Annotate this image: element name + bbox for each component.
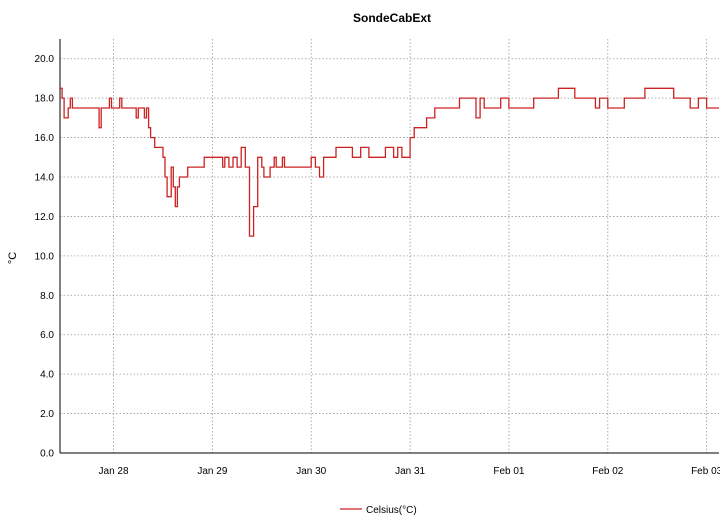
- legend: Celsius(°C): [340, 505, 417, 515]
- x-tick-label: Jan 29: [197, 466, 227, 477]
- x-tick-label: Feb 03: [691, 466, 720, 477]
- x-tick-label: Jan 30: [296, 466, 326, 477]
- series-line: [60, 87, 719, 237]
- y-tick-label: 0.0: [40, 449, 54, 460]
- y-tick-label: 18.0: [35, 94, 55, 105]
- y-tick-label: 6.0: [40, 330, 54, 341]
- x-tick-label: Jan 31: [395, 466, 425, 477]
- y-tick-label: 10.0: [35, 251, 55, 262]
- chart-title: SondeCabExt: [353, 11, 431, 25]
- y-tick-label: 14.0: [35, 173, 55, 184]
- x-tick-label: Jan 28: [99, 466, 129, 477]
- series-layer: [60, 87, 719, 237]
- grid-layer: [60, 39, 719, 453]
- y-tick-label: 16.0: [35, 133, 55, 144]
- y-tick-label: 20.0: [35, 54, 55, 65]
- axis-layer: 0.0 2.0 4.0 6.0 8.0 10.0 12.0 14.0 16.0 18.0 20.0 J…: [35, 39, 720, 477]
- x-tick-label: Feb 02: [592, 466, 624, 477]
- y-axis-label: °C: [7, 252, 19, 264]
- legend-label: Celsius(°C): [366, 505, 417, 515]
- y-tick-label: 12.0: [35, 212, 55, 223]
- y-tick-label: 2.0: [40, 409, 54, 420]
- y-tick-label: 8.0: [40, 291, 54, 302]
- y-tick-label: 4.0: [40, 370, 54, 381]
- x-tick-label: Feb 01: [493, 466, 525, 477]
